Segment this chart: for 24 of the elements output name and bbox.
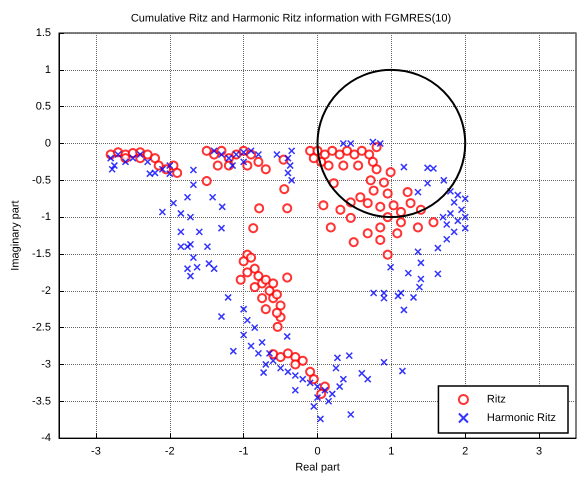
y-tick-label: -2.5	[32, 322, 51, 334]
y-tick-label: -3	[41, 358, 51, 370]
y-tick-label: -1.5	[32, 248, 51, 260]
x-tick-label: -2	[164, 446, 175, 458]
x-tick-label: 0	[314, 446, 321, 458]
y-tick-label: -4	[41, 432, 51, 444]
legend-label: Ritz	[486, 394, 506, 406]
x-axis-title: Real part	[295, 462, 340, 474]
y-tick-label: -0.5	[32, 174, 51, 186]
y-tick-label: 0	[44, 137, 51, 150]
y-tick-label: -3.5	[32, 395, 51, 408]
chart-title: Cumulative Ritz and Harmonic Ritz information with FGMRES(10)	[130, 12, 452, 24]
y-tick-label: 1	[44, 64, 51, 76]
y-tick-label: -2	[41, 284, 51, 297]
y-tick-label: 1.5	[36, 27, 51, 39]
x-tick-label: 3	[536, 446, 542, 458]
legend-label: Harmonic Ritz	[486, 412, 556, 424]
y-tick-label: 0.5	[36, 100, 51, 113]
y-tick-label: -1	[41, 211, 51, 224]
x-tick-label: 2	[462, 446, 468, 458]
x-tick-label: -1	[238, 446, 249, 458]
x-tick-label: 1	[388, 446, 394, 458]
x-tick-label: -3	[91, 446, 101, 458]
y-axis-title: Imaginary part	[10, 200, 22, 271]
